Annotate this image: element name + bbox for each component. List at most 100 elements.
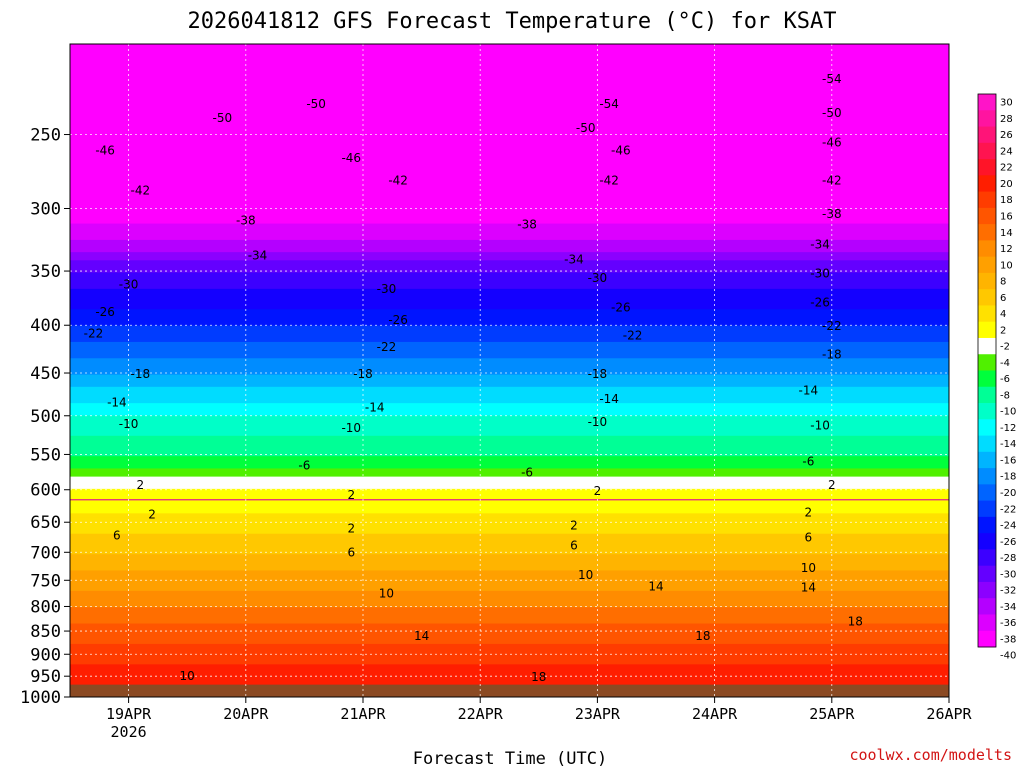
temperature-band [70, 219, 949, 225]
y-tick-label: 600 [30, 481, 61, 501]
colorbar-label: 24 [1000, 146, 1013, 157]
colorbar-label: 6 [1000, 293, 1006, 304]
temperature-band [70, 668, 949, 674]
contour-label: -6 [521, 465, 533, 479]
y-axis: 250 300 350 400 450 500 550 600 650 700 750 800 850 9… [20, 126, 70, 708]
contour-label: -42 [131, 184, 151, 198]
contour-label: -18 [822, 348, 842, 362]
temperature-band [70, 76, 949, 82]
temperature-band [70, 354, 949, 359]
contour-label: 10 [180, 669, 195, 683]
y-tick-label: 800 [30, 597, 61, 617]
temperature-band [70, 92, 949, 98]
contour-label: -26 [810, 295, 830, 309]
colorbar-swatch [978, 305, 996, 323]
temperature-band [70, 56, 949, 61]
colorbar-swatch [978, 516, 996, 534]
x-tick-label: 21APR [340, 705, 386, 723]
credit-link[interactable]: coolwx.com/modelts [849, 746, 1012, 764]
temperature-band [70, 623, 949, 629]
temperature-band [70, 346, 949, 351]
temperature-band [70, 464, 949, 470]
plot-frame [69, 43, 950, 698]
contour-label: -22 [623, 328, 643, 342]
contour-label: 14 [648, 580, 663, 594]
temperature-band [70, 178, 949, 184]
colorbar-label: 16 [1000, 211, 1013, 222]
temperature-band [70, 501, 949, 506]
temperature-band [70, 407, 949, 412]
colorbar-label: 4 [1000, 309, 1006, 320]
temperature-band [70, 113, 949, 119]
temperature-band [70, 570, 949, 576]
temperature-band [70, 594, 949, 600]
temperature-band [70, 643, 949, 649]
temperature-band [70, 158, 949, 163]
temperature-band [70, 652, 949, 657]
temperature-band [70, 44, 949, 49]
temperature-band [70, 411, 949, 416]
temperature-band [70, 525, 949, 531]
colorbar-label: 12 [1000, 244, 1013, 255]
contour-label: -6 [298, 458, 310, 472]
y-tick-label: 300 [30, 200, 61, 220]
colorbar-label: -28 [1000, 553, 1016, 564]
temperature-band [70, 329, 949, 335]
temperature-band [70, 288, 949, 294]
colorbar-swatch [978, 272, 996, 290]
contour-label: 18 [531, 670, 546, 684]
temperature-band [70, 88, 949, 94]
temperature-band [70, 521, 949, 527]
temperature-band [70, 256, 949, 261]
temperature-band [70, 280, 949, 286]
temperature-band [70, 615, 949, 621]
contour-label: 18 [848, 614, 863, 628]
colorbar-swatch [978, 598, 996, 615]
temperature-band [70, 162, 949, 168]
colorbar-swatch [978, 386, 996, 404]
contour-label: -42 [822, 174, 842, 188]
x-tick-label: 24APR [692, 705, 738, 723]
y-tick-label: 900 [30, 645, 61, 665]
contour-label: -54 [822, 72, 842, 86]
contour-label: -6 [802, 455, 814, 469]
temperature-band [70, 227, 949, 233]
contour-label: -46 [611, 143, 631, 157]
temperature-band [70, 635, 949, 641]
contour-label: 10 [578, 568, 593, 582]
colorbar-swatch [978, 354, 996, 371]
contour-label: 18 [695, 629, 710, 643]
colorbar-swatch [978, 142, 996, 160]
temperature-band [70, 337, 949, 343]
colorbar: 30 28 26 24 22 20 18 16 14 12 10 8 6 4 2 -2 -4 -6 -8 -10 -12… [977, 93, 1016, 662]
temperature-band [70, 660, 949, 665]
y-tick-label: 950 [30, 667, 61, 687]
temperature-band [70, 358, 949, 363]
temperature-band [70, 505, 949, 510]
contour-label: -30 [588, 271, 608, 285]
colorbar-label: -30 [1000, 569, 1016, 580]
colorbar-label: -40 [1000, 651, 1016, 662]
colorbar-swatch [978, 484, 996, 502]
temperature-band [70, 554, 949, 559]
contour-label: -14 [365, 401, 385, 415]
contour-label: -34 [564, 252, 584, 266]
colorbar-label: -12 [1000, 423, 1016, 434]
contour-label: -38 [236, 214, 256, 228]
colorbar-label: -24 [1000, 521, 1016, 532]
contour-label: -30 [377, 282, 397, 296]
temperature-band [70, 415, 949, 421]
colorbar-label: 26 [1000, 130, 1013, 141]
temperature-band [70, 394, 949, 400]
temperature-band [70, 154, 949, 159]
contour-label: -26 [95, 305, 115, 319]
colorbar-swatch [978, 581, 996, 599]
temperature-band [70, 607, 949, 612]
temperature-band [70, 231, 949, 237]
temperature-band [70, 541, 949, 547]
colorbar-swatch [978, 419, 996, 436]
contour-label: -38 [517, 217, 537, 231]
colorbar-label: -10 [1000, 407, 1016, 418]
colorbar-swatch [978, 630, 996, 648]
